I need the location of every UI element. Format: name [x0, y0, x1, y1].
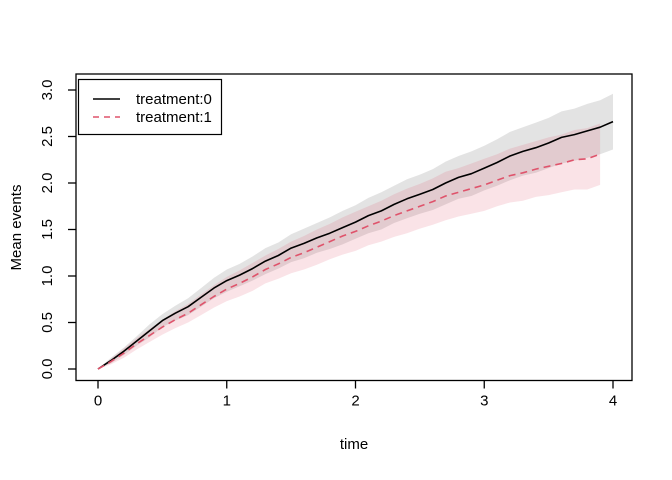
- x-axis-title: time: [340, 436, 368, 453]
- y-tick-label: 3.0: [39, 80, 56, 101]
- y-axis-title: Mean events: [8, 185, 25, 271]
- plot-box: [75, 73, 633, 382]
- y-tick-label: 2.0: [39, 173, 56, 194]
- mean-curve-treatment-0: [97, 120, 614, 370]
- y-tick-label: 0.0: [39, 359, 56, 380]
- axes-layer: 0 1 2 3 4 0.0 0.5 1.0 1.5 2.0 2.5 3.0: [39, 80, 617, 410]
- series-layer: [97, 93, 614, 370]
- y-tick-label: 1.0: [39, 266, 56, 287]
- x-tick-label: 3: [480, 393, 488, 410]
- x-tick-label: 0: [94, 393, 102, 410]
- mean-curve-treatment-1: [97, 153, 601, 370]
- x-tick-label: 4: [609, 393, 617, 410]
- confidence-band-treatment-1: [98, 123, 601, 369]
- y-tick-label: 1.5: [39, 219, 56, 240]
- y-tick-label: 2.5: [39, 126, 56, 147]
- legend: treatment:0 treatment:1: [77, 78, 223, 136]
- x-tick-label: 1: [223, 393, 231, 410]
- legend-label-treatment-1: treatment:1: [136, 109, 212, 126]
- legend-label-treatment-0: treatment:0: [136, 91, 212, 108]
- x-tick-label: 2: [351, 393, 359, 410]
- y-tick-label: 0.5: [39, 312, 56, 333]
- legend-box: [77, 78, 223, 136]
